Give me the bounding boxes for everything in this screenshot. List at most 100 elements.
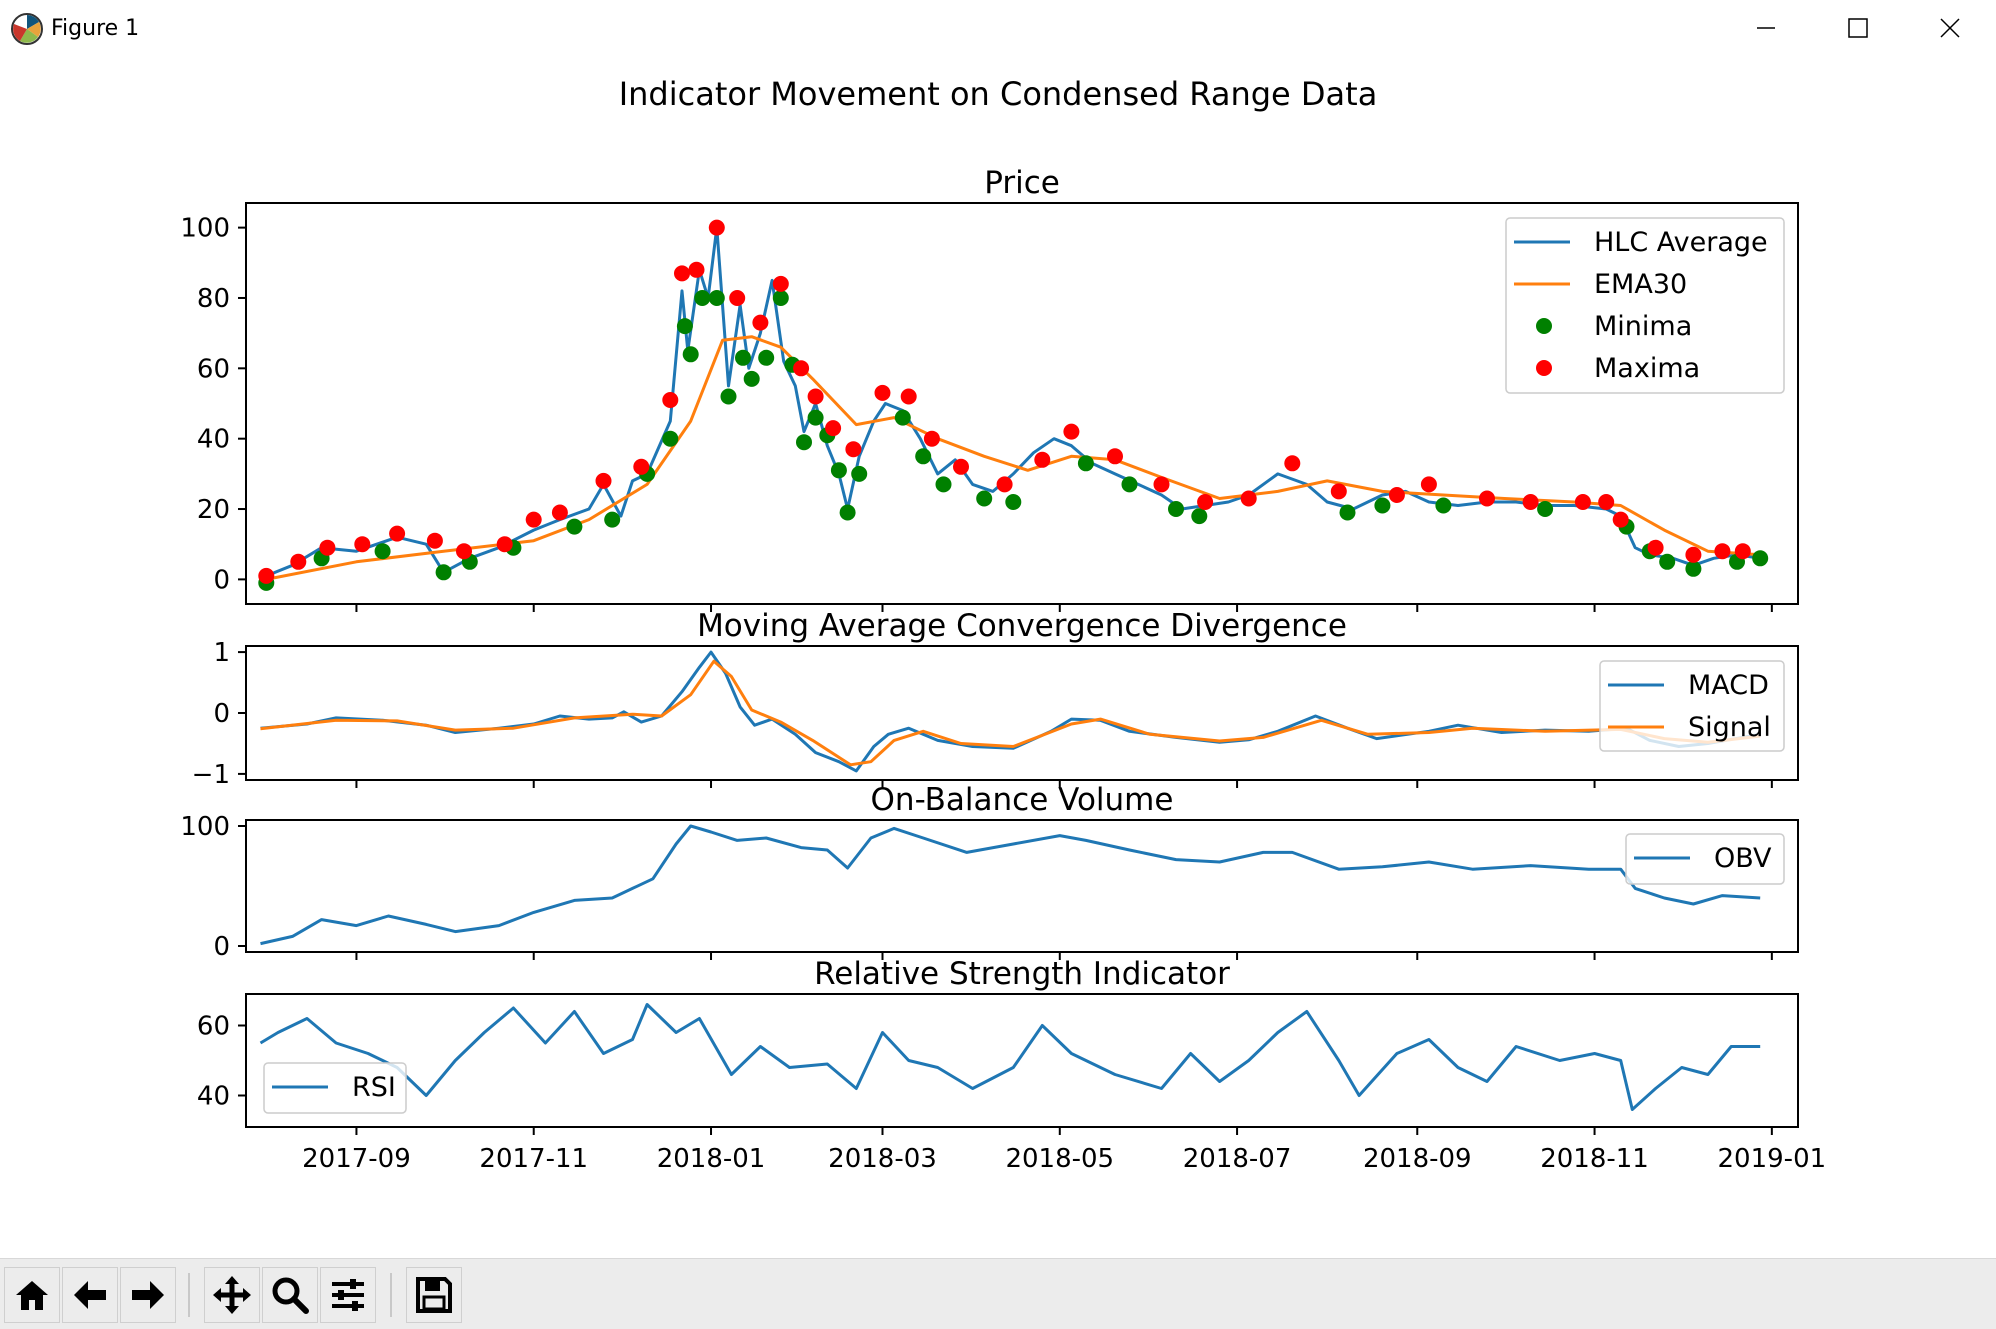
- macd-ytick-label: 0: [213, 699, 230, 729]
- price-maxima-point: [874, 384, 891, 401]
- price-maxima-point: [1420, 476, 1437, 493]
- price-maxima-point: [1284, 455, 1301, 472]
- price-maxima-point: [1574, 494, 1591, 510]
- price-minima-point: [839, 504, 856, 521]
- price-maxima-point: [1197, 494, 1214, 510]
- price-minima-point: [1005, 494, 1022, 510]
- window-title: Figure 1: [51, 16, 140, 41]
- price-minima-point: [1339, 504, 1356, 521]
- sliders-icon: [332, 1279, 364, 1311]
- minimize-icon: [1757, 27, 1775, 29]
- price-maxima-point: [1685, 546, 1702, 563]
- xtick-label: 2018-03: [828, 1144, 937, 1174]
- price-maxima-point: [953, 458, 969, 475]
- price-minima-point: [1191, 508, 1208, 525]
- home-button[interactable]: [4, 1267, 60, 1323]
- price-minima-point: [935, 476, 952, 493]
- obv-ytick-label: 100: [180, 812, 230, 842]
- matplotlib-logo-icon: [11, 13, 43, 45]
- pan-button[interactable]: [204, 1267, 260, 1323]
- xtick-label: 2018-11: [1540, 1144, 1649, 1174]
- price-series-ema30: [266, 335, 1761, 581]
- price-maxima-point: [708, 219, 725, 236]
- price-maxima-point: [807, 388, 824, 405]
- price-minima-point: [1685, 560, 1702, 577]
- close-icon: [1940, 18, 1960, 38]
- price-maxima-point: [688, 261, 705, 278]
- price-maxima-point: [1063, 423, 1080, 440]
- price-minima-point: [1168, 501, 1184, 517]
- rsi-axes-frame: [245, 993, 1799, 1128]
- price-maxima-point: [1153, 476, 1170, 493]
- price-minima-point: [915, 448, 932, 465]
- price-minima-point: [566, 518, 583, 535]
- rsi-ytick-label: 40: [197, 1082, 230, 1112]
- obv-ytick-label: 0: [213, 932, 230, 962]
- figure-canvas: Indicator Movement on Condensed Range Da…: [0, 56, 1996, 1258]
- price-ytick-label: 0: [213, 565, 230, 595]
- price-minima-point: [720, 388, 737, 405]
- forward-button[interactable]: [120, 1267, 176, 1323]
- arrow-left-icon: [74, 1281, 106, 1309]
- price-ytick-label: 80: [197, 284, 230, 314]
- macd-legend-label: Signal: [1688, 712, 1771, 743]
- price-maxima-point: [674, 265, 690, 282]
- maximize-icon: [1848, 18, 1868, 38]
- home-icon: [16, 1281, 48, 1310]
- price-minima-point: [435, 564, 452, 581]
- price-legend-handle: [1536, 360, 1552, 376]
- price-maxima-point: [662, 392, 679, 408]
- price-ytick-label: 60: [197, 354, 230, 384]
- price-maxima-point: [1388, 487, 1405, 503]
- maximize-button[interactable]: [1812, 0, 1904, 56]
- price-maxima-point: [258, 567, 275, 584]
- xtick-label: 2017-09: [302, 1144, 411, 1174]
- price-minima-point: [830, 462, 847, 479]
- obv-legend-label: OBV: [1714, 843, 1772, 874]
- price-legend-handle: [1536, 318, 1552, 334]
- back-button[interactable]: [62, 1267, 118, 1323]
- price-maxima-point: [1522, 494, 1539, 510]
- xtick-label: 2018-09: [1363, 1144, 1472, 1174]
- price-maxima-point: [633, 458, 650, 475]
- price-maxima-point: [1612, 511, 1629, 528]
- price-minima-point: [1659, 553, 1676, 570]
- toolbar-separator: [188, 1273, 190, 1317]
- price-maxima-point: [772, 275, 789, 292]
- price-minima-point: [772, 290, 789, 306]
- window-titlebar: Figure 1: [0, 0, 1996, 56]
- price-maxima-point: [825, 420, 842, 437]
- price-legend-label: HLC Average: [1594, 227, 1768, 258]
- price-minima-point: [1435, 497, 1452, 514]
- price-minima-point: [894, 409, 911, 426]
- price-maxima-point: [752, 314, 769, 331]
- price-maxima-point: [551, 504, 568, 521]
- close-button[interactable]: [1904, 0, 1996, 56]
- macd-legend-label: MACD: [1688, 670, 1769, 701]
- xtick-label: 2018-07: [1183, 1144, 1292, 1174]
- price-minima-point: [796, 434, 812, 451]
- save-button[interactable]: [406, 1267, 462, 1323]
- price-maxima-point: [923, 430, 940, 447]
- price-maxima-point: [1034, 451, 1051, 468]
- rsi-series-rsi: [259, 1003, 1761, 1111]
- rsi-ytick-label: 60: [197, 1012, 230, 1042]
- obv-series-obv: [260, 824, 1761, 946]
- price-ytick-label: 20: [197, 495, 230, 525]
- minimize-button[interactable]: [1720, 0, 1812, 56]
- price-minima-point: [1121, 476, 1138, 493]
- macd-series-macd: [260, 650, 1761, 773]
- price-maxima-point: [456, 543, 472, 560]
- obv-title: On-Balance Volume: [871, 782, 1174, 818]
- floppy-disk-icon: [416, 1277, 452, 1313]
- price-legend-label: Maxima: [1594, 353, 1700, 384]
- price-maxima-point: [793, 360, 810, 377]
- chart: Indicator Movement on Condensed Range Da…: [180, 75, 1826, 1174]
- price-maxima-point: [1240, 490, 1257, 507]
- xtick-label: 2018-01: [657, 1144, 766, 1174]
- configure-subplots-button[interactable]: [320, 1267, 376, 1323]
- zoom-button[interactable]: [262, 1267, 318, 1323]
- price-title: Price: [984, 165, 1060, 201]
- price-minima-point: [662, 430, 679, 447]
- price-minima-point: [1537, 501, 1554, 517]
